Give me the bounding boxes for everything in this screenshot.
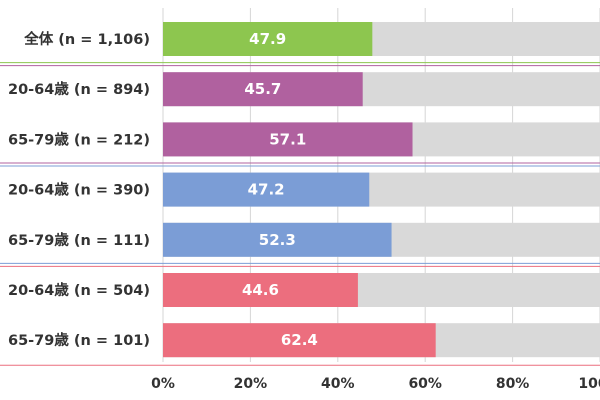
x-tick-label-40: 40% [321, 376, 355, 392]
category-label-5: 20-64歳 (n = 504) [8, 281, 150, 299]
x-tick-label-100: 100% [578, 376, 600, 392]
bar-value-labels: 47.9 45.7 57.1 47.2 52.3 44.6 62.4 [242, 30, 318, 349]
bar-0 [163, 22, 373, 56]
x-tick-label-0: 0% [151, 376, 175, 392]
group-separators [0, 62, 600, 366]
category-label-0: 全体 (n = 1,106) [23, 30, 150, 48]
bar-value-label-5: 44.6 [242, 281, 279, 299]
bar-5 [163, 273, 358, 307]
category-label-3: 20-64歳 (n = 390) [8, 181, 150, 199]
bar-4 [163, 222, 392, 257]
bar-value-label-2: 57.1 [269, 130, 306, 148]
bar-3 [163, 172, 370, 207]
category-labels: 全体 (n = 1,106) 20-64歳 (n = 894) 65-79歳 (n … [8, 30, 150, 349]
bar-6 [163, 323, 436, 358]
bar-value-label-0: 47.9 [249, 30, 286, 48]
x-tick-label-60: 60% [408, 376, 442, 392]
bar-1 [163, 72, 363, 107]
bar-value-label-1: 45.7 [244, 80, 281, 98]
x-axis-tick-labels: 0% 20% 40% 60% 80% 100% [151, 376, 600, 392]
category-label-4: 65-79歳 (n = 111) [8, 231, 150, 249]
bar-2 [163, 122, 413, 157]
bar-value-label-6: 62.4 [281, 331, 318, 349]
x-tick-label-80: 80% [496, 376, 530, 392]
value-bars [163, 22, 436, 358]
category-label-6: 65-79歳 (n = 101) [8, 331, 150, 349]
bar-value-label-4: 52.3 [259, 231, 296, 249]
x-tick-label-20: 20% [234, 376, 268, 392]
bar-value-label-3: 47.2 [248, 181, 285, 199]
category-label-1: 20-64歳 (n = 894) [8, 80, 150, 98]
category-label-2: 65-79歳 (n = 212) [8, 130, 150, 148]
